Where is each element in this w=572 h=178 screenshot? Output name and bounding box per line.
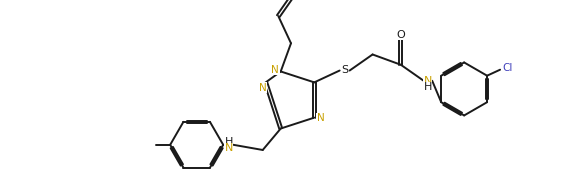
Text: N: N <box>259 83 267 93</box>
Text: N: N <box>224 143 233 153</box>
Text: N: N <box>271 65 279 75</box>
Text: N: N <box>317 113 325 123</box>
Text: Cl: Cl <box>502 63 513 73</box>
Text: N: N <box>423 76 432 86</box>
Text: S: S <box>341 65 349 75</box>
Text: O: O <box>396 30 405 40</box>
Text: H: H <box>423 82 432 92</box>
Text: H: H <box>224 137 233 147</box>
